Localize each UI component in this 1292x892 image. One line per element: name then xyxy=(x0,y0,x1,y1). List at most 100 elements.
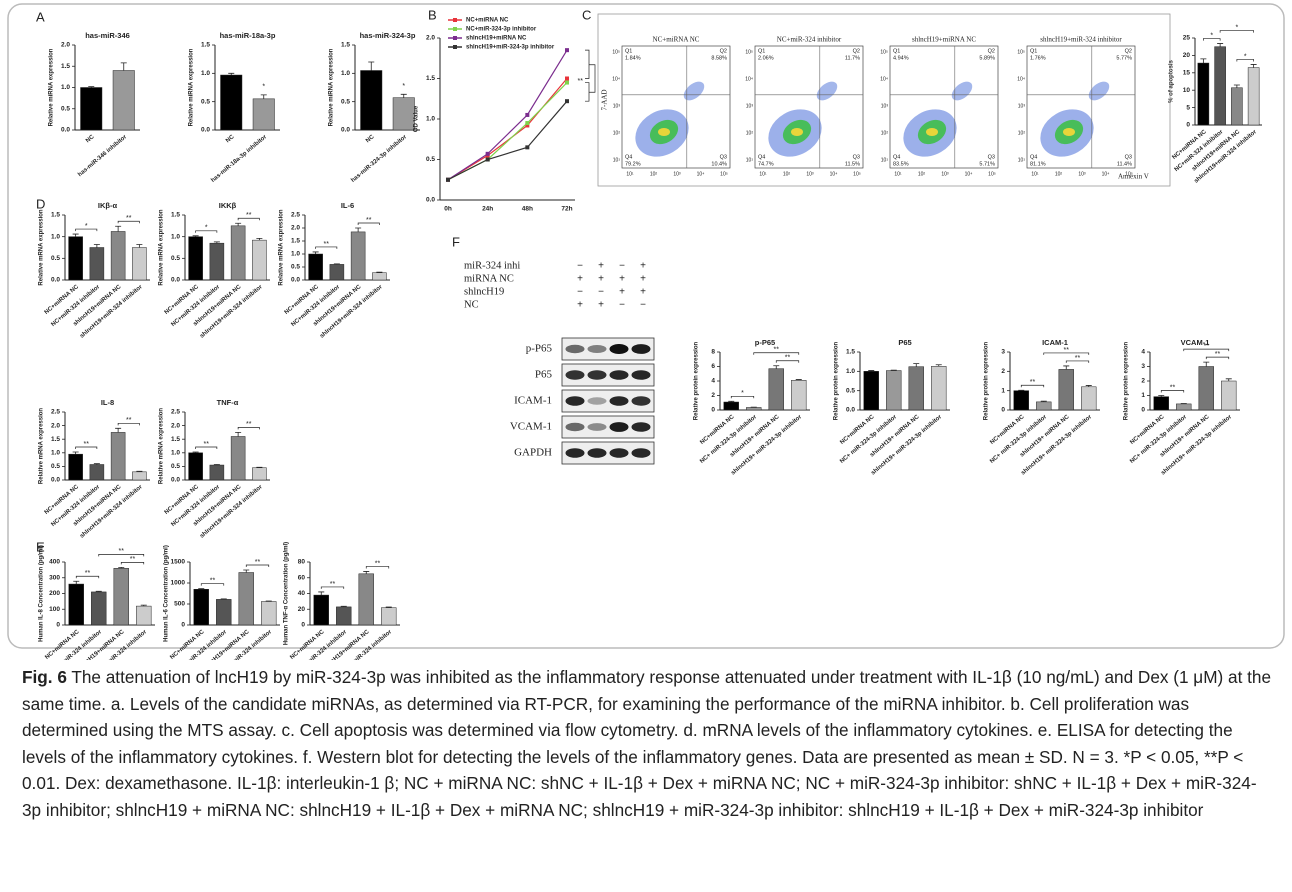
blot-band xyxy=(566,396,585,406)
legend-label: NC+miRNA NC xyxy=(466,18,509,24)
legend-label: shlncH19+miRNA NC xyxy=(466,36,527,42)
bar xyxy=(69,237,83,280)
condition-sign: − xyxy=(640,300,646,311)
flow-x-tick-label: 10³ xyxy=(941,171,949,177)
blot-label: VCAM-1 xyxy=(510,421,552,433)
caption-label: Fig. 6 xyxy=(22,667,67,687)
quadrant-name: Q3 xyxy=(988,154,995,160)
caption: Fig. 6 The attenuation of lncH19 by miR-… xyxy=(22,664,1272,823)
chart-title: IL-8 xyxy=(101,398,114,407)
x-tick-label: NC xyxy=(365,134,376,145)
flow-x-tick-label: 10³ xyxy=(1078,171,1086,177)
error-bar xyxy=(401,94,407,97)
y-tick-label: 3 xyxy=(1001,349,1005,356)
flow-x-tick-label: 10⁴ xyxy=(830,171,838,177)
flow-y-tick-label: 10⁵ xyxy=(745,49,753,55)
y-tick-label: 1.5 xyxy=(51,212,60,219)
y-tick-label: 2.0 xyxy=(291,225,300,232)
significance-label: ** xyxy=(366,217,372,224)
significance-label: ** xyxy=(126,417,132,424)
quadrant-name: Q3 xyxy=(1125,154,1132,160)
y-tick-label: 0 xyxy=(181,622,185,629)
bar xyxy=(864,371,879,410)
y-tick-label: 1.0 xyxy=(201,70,210,77)
flow-y-tick-label: 10¹ xyxy=(613,157,621,163)
quadrant-name: Q4 xyxy=(1030,154,1037,160)
error-bar xyxy=(913,364,919,367)
y-tick-label: 1.5 xyxy=(426,75,435,82)
panel-letter: B xyxy=(428,7,437,22)
y-tick-label: 2 xyxy=(1001,368,1005,375)
flow-y-tick-label: 10¹ xyxy=(746,157,754,163)
bar xyxy=(136,606,151,625)
y-tick-label: 25 xyxy=(1183,35,1191,42)
chart-title: has-miR-18a-3p xyxy=(220,31,276,40)
y-tick-label: 10 xyxy=(1183,87,1191,94)
chart-title: p-P65 xyxy=(755,338,775,347)
quadrant-name: Q2 xyxy=(988,48,995,54)
condition-label: miR-324 inhi xyxy=(464,260,520,271)
chart-title: IL-6 xyxy=(341,201,354,210)
error-bar xyxy=(1251,64,1257,67)
quadrant-name: Q1 xyxy=(1030,48,1037,54)
chart-title: IKβ-α xyxy=(98,201,118,210)
y-axis-label: Relative protein expression xyxy=(984,341,990,420)
x-tick-label: has-miR-18a-3p inhibitor xyxy=(210,134,268,184)
condition-sign: + xyxy=(577,274,583,285)
flow-y-tick-label: 10⁵ xyxy=(880,49,888,55)
error-bar xyxy=(94,244,100,247)
y-tick-label: 1 xyxy=(1001,387,1005,394)
y-tick-label: 2.0 xyxy=(171,422,180,429)
condition-sign: + xyxy=(640,274,646,285)
bar xyxy=(216,599,231,625)
y-tick-label: 0.0 xyxy=(61,127,70,134)
bar xyxy=(69,584,84,625)
blot-band xyxy=(610,370,629,380)
y-axis-label: Relative mRNA expression xyxy=(39,209,45,285)
x-tick-label: NC+miRNA NC xyxy=(164,284,201,316)
y-tick-label: 4 xyxy=(711,378,715,385)
y-tick-label: 6 xyxy=(711,363,715,370)
bar xyxy=(189,237,203,280)
y-tick-label: 1.0 xyxy=(341,70,350,77)
flow-y-tick-label: 10² xyxy=(613,130,621,136)
y-tick-label: 1.0 xyxy=(291,251,300,258)
quadrant-value: 5.71% xyxy=(979,161,995,167)
y-tick-label: 0.5 xyxy=(171,463,180,470)
quadrant-value: 5.77% xyxy=(1116,55,1132,61)
x-tick-label: NC+miRNA NC xyxy=(44,284,81,316)
y-tick-label: 2.0 xyxy=(61,42,70,49)
significance-label: ** xyxy=(785,355,791,362)
flow-x-tick-label: 10² xyxy=(1055,171,1063,177)
quadrant-name: Q4 xyxy=(893,154,900,160)
x-tick-label: NC+miRNA NC xyxy=(44,484,81,516)
quadrant-name: Q1 xyxy=(893,48,900,54)
error-bar xyxy=(368,62,374,71)
y-tick-label: 0 xyxy=(1186,122,1190,129)
blot-band xyxy=(588,397,607,404)
flow-x-tick-label: 10³ xyxy=(806,171,814,177)
y-tick-label: 0.0 xyxy=(846,407,855,414)
y-tick-label: 1.0 xyxy=(51,233,60,240)
y-tick-label: 0.0 xyxy=(341,127,350,134)
blot-label: ICAM-1 xyxy=(514,395,552,407)
y-tick-label: 2.0 xyxy=(51,422,60,429)
flow-title: shlncH19+miRNA NC xyxy=(912,36,976,44)
flow-x-tick-label: 10¹ xyxy=(759,171,767,177)
significance-label: ** xyxy=(130,556,136,563)
quadrant-name: Q2 xyxy=(720,48,727,54)
y-tick-label: 1.0 xyxy=(426,116,435,123)
y-tick-label: 1.0 xyxy=(171,233,180,240)
chart-title: IKKβ xyxy=(219,201,237,210)
significance-label: ** xyxy=(85,570,91,577)
bar xyxy=(791,380,806,410)
flow-x-tick-label: 10³ xyxy=(673,171,681,177)
error-bar xyxy=(363,571,369,573)
quadrant-name: Q1 xyxy=(758,48,765,54)
bar xyxy=(381,608,396,625)
significance-label: ** xyxy=(1204,343,1210,350)
y-tick-label: 1.5 xyxy=(201,42,210,49)
condition-sign: + xyxy=(640,287,646,298)
blot-band xyxy=(632,448,651,458)
cell-cloud xyxy=(791,128,803,136)
